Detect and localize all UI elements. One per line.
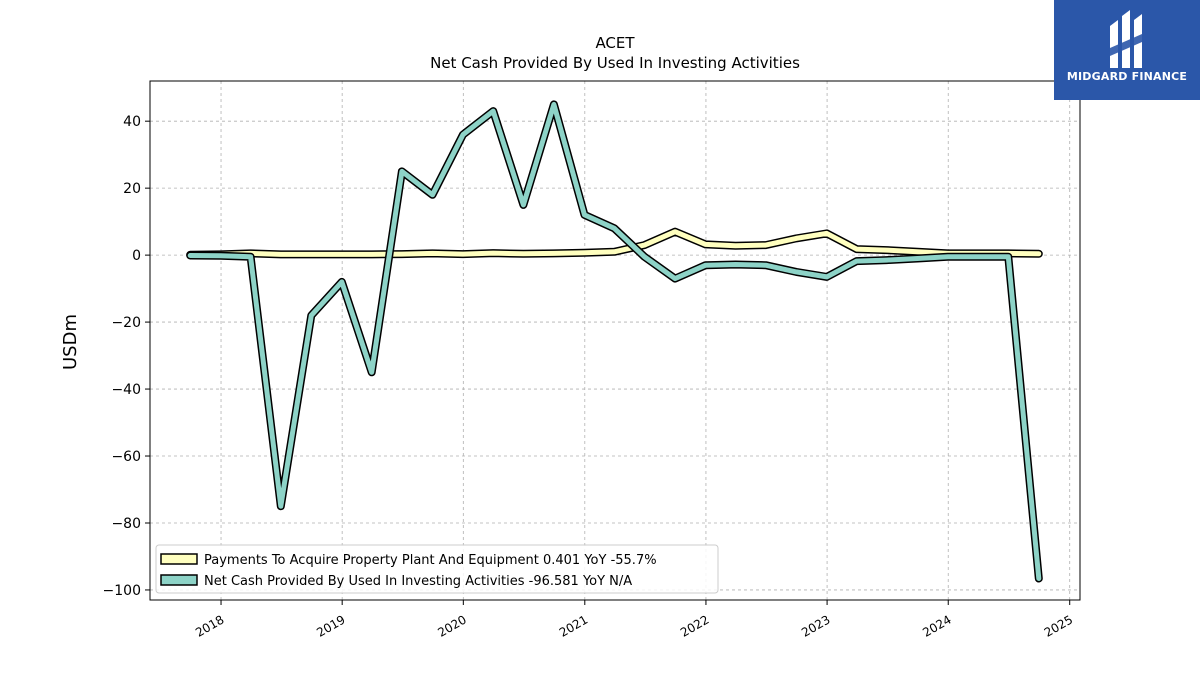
- y-tick-label: 20: [123, 181, 141, 197]
- chart-title: ACET: [595, 34, 635, 52]
- y-tick-label: 0: [132, 248, 141, 264]
- x-tick-label: 2022: [678, 612, 711, 639]
- x-tick-label: 2025: [1042, 612, 1075, 639]
- x-tick-label: 2019: [314, 612, 347, 639]
- x-tick-label: 2024: [920, 612, 953, 639]
- y-tick-label: −60: [111, 449, 141, 465]
- series-layer: [186, 100, 1043, 583]
- legend-box: [155, 544, 719, 594]
- brand-name: MIDGARD FINANCE: [1066, 70, 1188, 83]
- y-axis-label: USDm: [60, 314, 81, 370]
- y-tick-label: 40: [123, 114, 141, 130]
- x-tick-label: 2023: [799, 612, 832, 639]
- plot-area-frame: [149, 80, 1081, 601]
- y-tick-label: −20: [111, 315, 141, 331]
- legend-label-2: Net Cash Provided By Used In Investing A…: [204, 574, 632, 589]
- y-tick-label: −100: [103, 583, 141, 599]
- x-tick-label: 2020: [435, 612, 468, 639]
- brand-logo: MIDGARD FINANCE: [1054, 0, 1200, 100]
- y-tick-label: −80: [111, 516, 141, 532]
- legend-swatch-2: [160, 574, 198, 586]
- series-2-line: [187, 101, 1042, 581]
- x-tick-label: 2021: [557, 612, 590, 639]
- legend-label-1: Payments To Acquire Property Plant And E…: [204, 553, 657, 568]
- x-axis: 2018 2019 2020 2021 2022 2023 2024 2025: [193, 600, 1075, 640]
- legend-swatch-1: [160, 553, 198, 565]
- x-tick-label: 2018: [193, 612, 226, 639]
- series-2-outline: [186, 100, 1043, 583]
- legend: Payments To Acquire Property Plant And E…: [155, 544, 719, 594]
- series-1-line: [187, 229, 1042, 258]
- chart-subtitle: Net Cash Provided By Used In Investing A…: [430, 54, 800, 72]
- midgard-logo-icon: [1110, 10, 1142, 68]
- y-axis: −100 −80 −60 −40 −20 0 20 40: [103, 114, 150, 599]
- grid-lines: [150, 81, 1080, 600]
- y-tick-label: −40: [111, 382, 141, 398]
